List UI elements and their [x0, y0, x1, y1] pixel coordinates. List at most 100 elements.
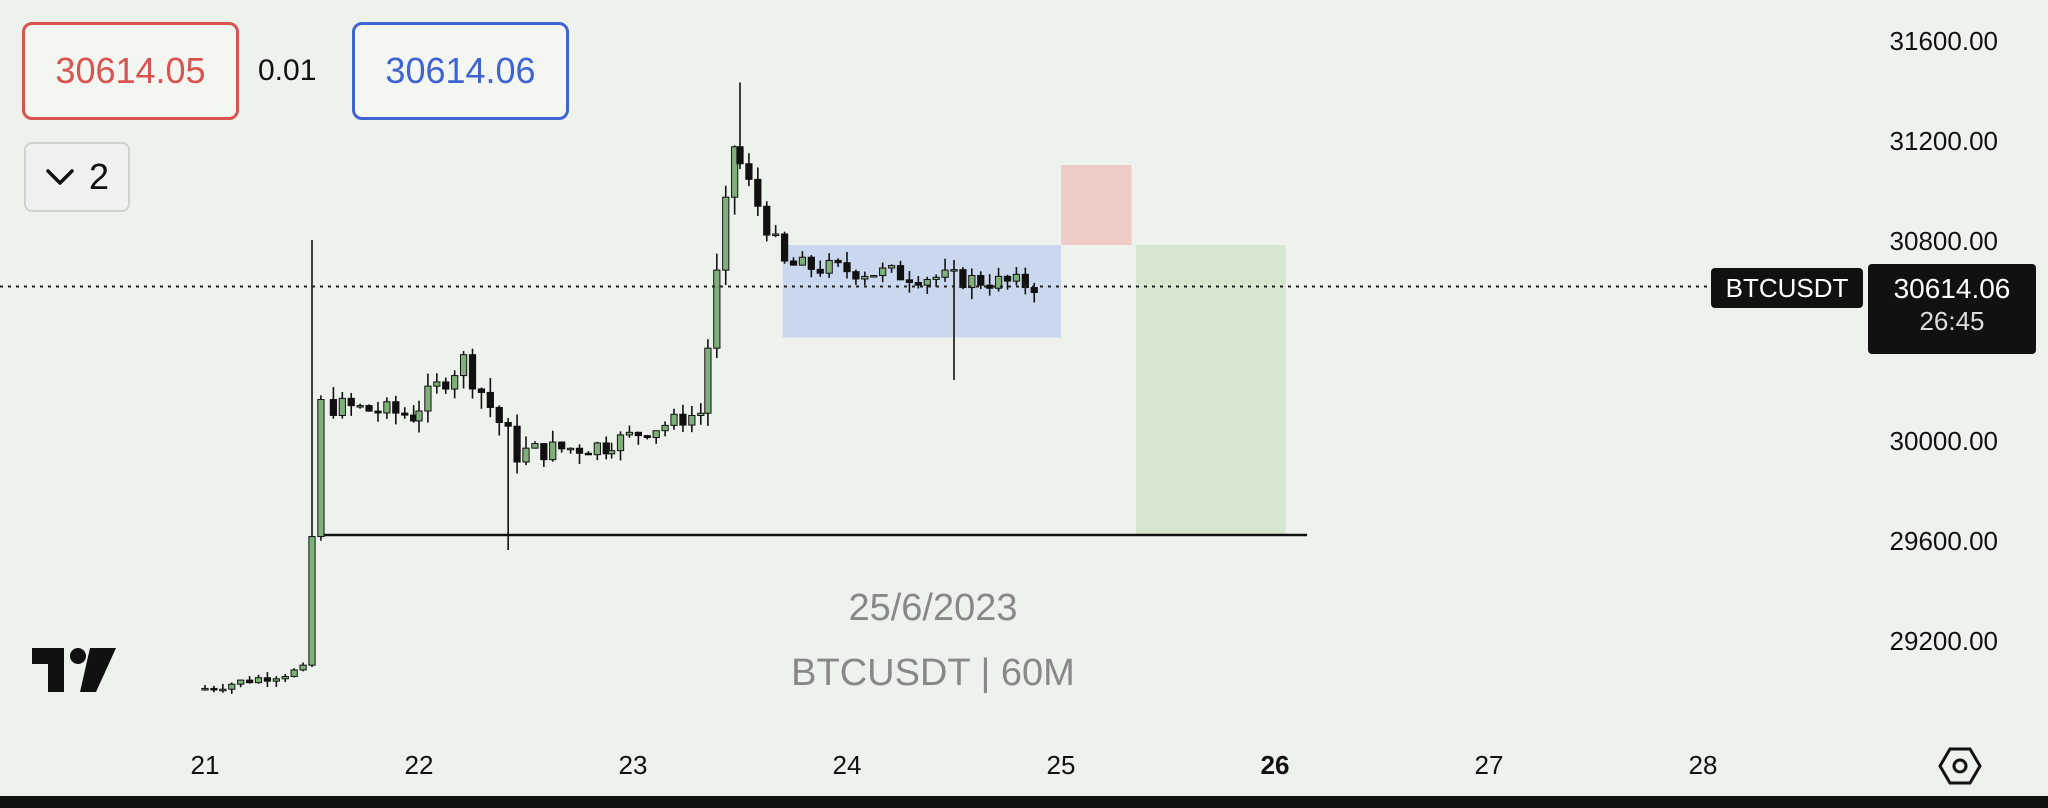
- candle: [459, 351, 468, 389]
- candle-body: [968, 275, 976, 289]
- candle: [219, 683, 227, 693]
- candle-body: [329, 399, 338, 416]
- candle: [254, 674, 263, 684]
- candle-body: [688, 414, 696, 426]
- candle: [887, 264, 896, 273]
- candle: [245, 676, 254, 684]
- candle: [228, 682, 236, 694]
- candle-body: [834, 259, 842, 264]
- candle: [731, 145, 739, 215]
- candle: [798, 251, 807, 266]
- candle-body: [308, 536, 316, 666]
- candle-body: [468, 354, 477, 390]
- collapse-count: 2: [88, 156, 110, 197]
- candle: [299, 662, 307, 672]
- candle-body: [201, 687, 209, 691]
- sell-price-button[interactable]: 30614.05: [22, 22, 239, 120]
- candle: [807, 255, 815, 278]
- candle-body: [950, 269, 958, 272]
- candle: [780, 231, 789, 264]
- candle: [697, 403, 705, 425]
- candle-body: [1030, 287, 1038, 294]
- candle-body: [941, 269, 949, 278]
- buy-price-button[interactable]: 30614.06: [352, 22, 569, 120]
- candle-body: [652, 430, 660, 439]
- take-profit-zone: [1135, 245, 1286, 535]
- price-tick-label: 30800.00: [1890, 226, 1998, 256]
- candle: [504, 418, 512, 550]
- candle: [383, 397, 391, 419]
- candle: [392, 395, 400, 425]
- candle: [401, 407, 409, 419]
- candle: [852, 269, 860, 285]
- candle-body: [879, 267, 887, 277]
- candle-body: [1003, 275, 1012, 282]
- candle: [713, 253, 721, 358]
- candle: [1012, 267, 1021, 286]
- candle-body: [986, 284, 994, 289]
- candle-body: [433, 381, 441, 387]
- candle-body: [383, 401, 391, 414]
- tradingview-logo[interactable]: [30, 646, 120, 696]
- time-axis[interactable]: 21 22 23 24 25 26 27 28: [191, 750, 1718, 780]
- candle: [549, 430, 557, 462]
- candle: [825, 253, 833, 278]
- candle: [736, 82, 744, 170]
- candle-body: [254, 677, 263, 684]
- candle-body: [616, 434, 625, 452]
- candle-body: [905, 279, 914, 283]
- candle: [1021, 267, 1029, 295]
- candle-body: [977, 275, 985, 286]
- candle-body: [772, 233, 780, 236]
- candle-body: [531, 443, 539, 449]
- candle-body: [219, 688, 227, 692]
- candle-body: [870, 275, 878, 278]
- candle: [914, 276, 922, 289]
- candle: [329, 387, 338, 419]
- candle-body: [374, 410, 382, 414]
- last-price-value: 30614.06: [1894, 273, 2011, 304]
- candle-body: [365, 405, 373, 412]
- settings-hexagon-icon[interactable]: [1938, 746, 1982, 786]
- price-tick-label: 31600.00: [1890, 26, 1998, 56]
- candle: [365, 404, 373, 412]
- candlestick-series: [201, 82, 1038, 694]
- candle: [704, 339, 712, 426]
- candle-body: [495, 406, 503, 424]
- candle-body: [843, 262, 851, 273]
- time-tick-label: 24: [833, 750, 862, 780]
- candle: [763, 201, 771, 242]
- candle-body: [994, 275, 1003, 289]
- candle-body: [643, 435, 651, 439]
- time-tick-label: 26: [1261, 750, 1290, 780]
- candle: [513, 414, 521, 474]
- candle-body: [245, 679, 254, 684]
- candle: [290, 668, 298, 678]
- collapse-toggle-button[interactable]: 2: [24, 142, 130, 212]
- candle: [616, 431, 625, 461]
- candle: [451, 370, 459, 399]
- candle: [338, 392, 346, 419]
- candle: [843, 251, 851, 279]
- candle: [688, 405, 696, 433]
- candle-body: [356, 405, 364, 408]
- candle-body: [486, 391, 494, 408]
- candle: [558, 441, 566, 453]
- candle: [540, 443, 548, 467]
- candle: [941, 258, 949, 282]
- candle: [923, 276, 931, 294]
- candle-body: [442, 381, 450, 390]
- candle: [994, 267, 1003, 292]
- candle: [905, 271, 914, 293]
- price-axis[interactable]: 31600.0031200.0030800.0030400.0030000.00…: [1890, 26, 1998, 656]
- bottom-bar: [0, 796, 2048, 808]
- candle-body: [415, 410, 423, 422]
- spread-value: 0.01: [258, 54, 317, 87]
- candle: [415, 400, 423, 433]
- time-tick-label: 21: [191, 750, 220, 780]
- candle: [968, 268, 976, 300]
- candle: [356, 403, 364, 409]
- candle: [477, 387, 486, 409]
- watermark-symbol-interval: BTCUSDT | 60M: [791, 652, 1075, 694]
